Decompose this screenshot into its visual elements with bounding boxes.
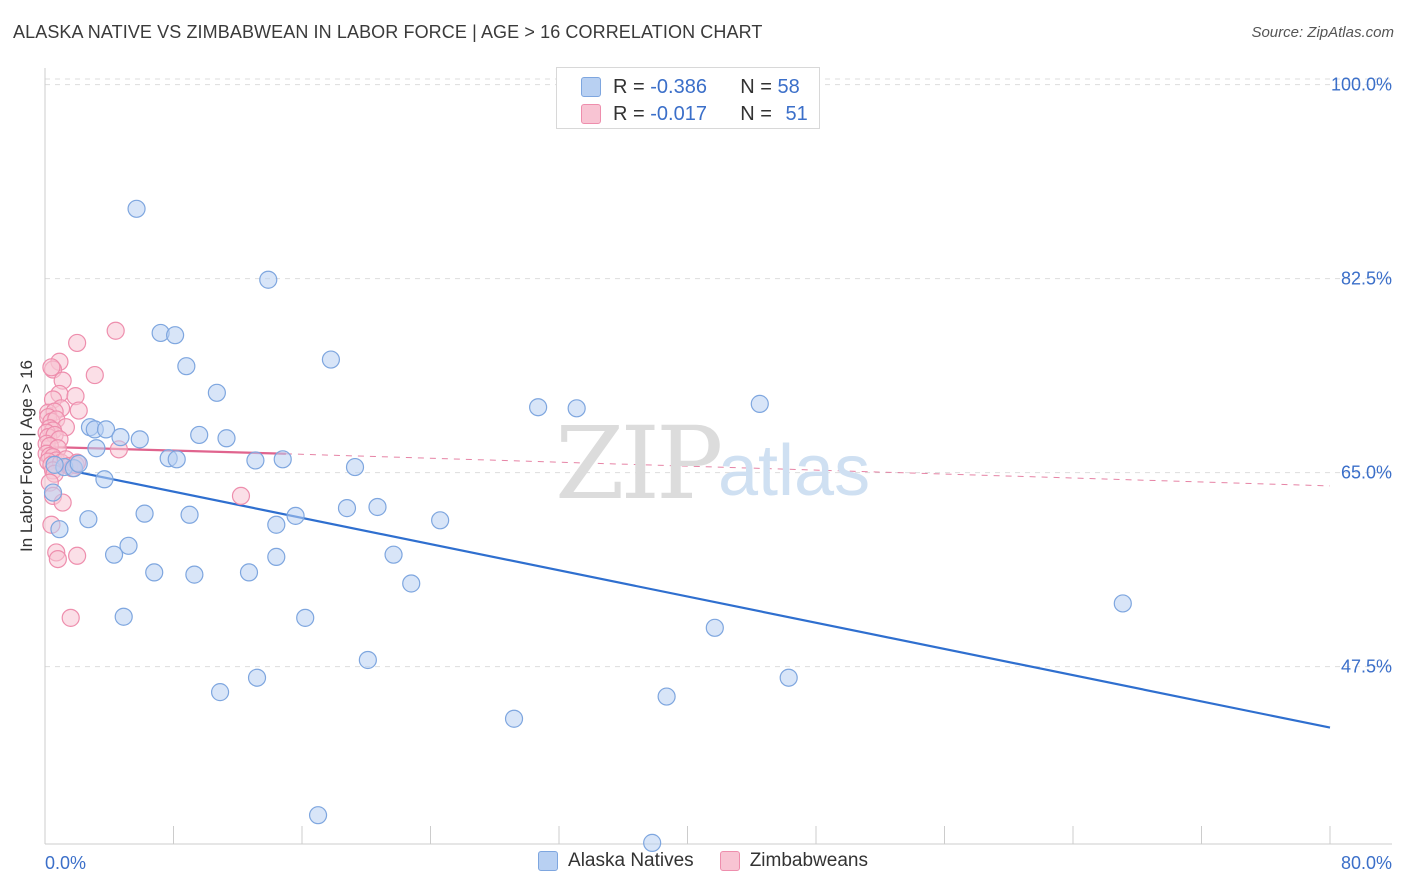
zimbabwean-point <box>69 401 88 420</box>
alaska-native-point <box>210 683 230 702</box>
series-legend: Alaska Natives Zimbabweans <box>0 850 1406 872</box>
zimbabwean-point <box>68 333 87 353</box>
alaska-native-point <box>45 455 64 474</box>
alaska-native-point <box>145 563 164 582</box>
zimbabwean-point <box>48 549 67 569</box>
alaska-native-point <box>259 270 278 289</box>
alaska-native-point <box>135 504 154 523</box>
alaska-native-trend-line <box>52 466 1331 729</box>
zimbabwean-point <box>42 358 61 377</box>
legend-swatch-pink <box>581 104 601 124</box>
legend-label: Alaska Natives <box>568 850 694 871</box>
legend-row-zimbabwe: R = -0.017 N = 51 <box>581 101 808 127</box>
alaska-native-point <box>779 668 798 687</box>
legend-row-alaska: R = -0.386 N = 58 <box>581 74 800 100</box>
x-tick-label: 0.0% <box>45 853 86 873</box>
alaska-native-point <box>296 608 315 627</box>
legend-swatch-pink <box>719 851 740 871</box>
data-points <box>37 199 1132 852</box>
alaska-native-point <box>43 483 63 502</box>
y-tick-label: 100.0% <box>1331 75 1392 95</box>
r-label: R = <box>613 102 651 125</box>
alaska-native-point <box>185 565 204 584</box>
alaska-native-point <box>239 563 259 582</box>
alaska-native-point <box>345 457 365 477</box>
watermark-atlas: atlas <box>718 431 871 511</box>
alaska-native-point <box>358 650 377 670</box>
alaska-native-point <box>402 574 421 593</box>
chart-title: ALASKA NATIVE VS ZIMBABWEAN IN LABOR FOR… <box>13 22 763 42</box>
alaska-native-point <box>321 350 341 369</box>
alaska-native-point <box>504 709 524 728</box>
alaska-native-point <box>267 515 286 534</box>
r-value: -0.017 <box>650 102 707 125</box>
n-value: 51 <box>785 102 808 125</box>
alaska-native-point <box>104 545 124 564</box>
legend-swatch-blue <box>581 77 601 97</box>
alaska-native-point <box>114 607 133 626</box>
y-tick-label: 47.5% <box>1341 657 1392 677</box>
alaska-native-point <box>207 383 226 402</box>
y-tick-label: 82.5% <box>1341 269 1392 289</box>
alaska-native-point <box>79 510 98 529</box>
alaska-native-point <box>337 499 357 518</box>
n-value: 58 <box>777 75 800 98</box>
alaska-native-point <box>119 536 138 555</box>
legend-item-alaska-natives[interactable]: Alaska Natives <box>538 850 694 872</box>
alaska-native-point <box>247 668 267 687</box>
alaska-native-point <box>127 199 146 218</box>
alaska-native-point <box>190 425 209 445</box>
r-label: R = <box>613 75 651 98</box>
alaska-native-point <box>384 545 403 564</box>
legend-label: Zimbabweans <box>749 850 868 871</box>
alaska-native-point <box>286 506 305 525</box>
alaska-native-point <box>180 505 199 524</box>
y-axis-label: In Labor Force | Age > 16 <box>17 359 36 553</box>
alaska-native-point <box>166 326 185 345</box>
zimbabwean-point <box>106 321 125 340</box>
alaska-native-point <box>167 450 186 469</box>
alaska-native-point <box>368 497 387 517</box>
tick-labels: 100.0% 82.5% 65.0% 47.5% 0.0% 80.0% <box>45 75 1392 873</box>
alaska-native-point <box>246 451 265 470</box>
legend-swatch-blue <box>538 851 559 871</box>
alaska-native-point <box>267 547 286 566</box>
x-tick-label: 80.0% <box>1341 853 1392 873</box>
zimbabwean-point <box>231 486 251 506</box>
alaska-native-point <box>130 430 149 449</box>
alaska-native-point <box>567 399 586 418</box>
alaska-native-point <box>69 454 88 473</box>
y-tick-label: 65.0% <box>1341 463 1392 483</box>
alaska-native-point <box>217 429 236 448</box>
alaska-native-point <box>273 450 292 469</box>
alaska-native-point <box>95 470 114 489</box>
r-value: -0.386 <box>650 75 707 98</box>
watermark-zip: ZIP <box>555 405 723 522</box>
zimbabwean-point <box>85 365 104 385</box>
alaska-native-point <box>87 439 106 458</box>
n-label: N = <box>740 102 778 125</box>
zimbabwean-point <box>68 546 87 565</box>
alaska-native-point <box>750 394 769 413</box>
n-label: N = <box>740 75 778 98</box>
alaska-native-point <box>657 687 676 706</box>
alaska-native-point <box>643 833 662 852</box>
alaska-native-point <box>705 618 724 637</box>
alaska-native-point <box>111 428 130 447</box>
legend-item-zimbabweans[interactable]: Zimbabweans <box>719 850 868 872</box>
zimbabwean-point <box>61 608 80 627</box>
alaska-native-point <box>96 420 116 439</box>
alaska-native-point <box>177 357 196 376</box>
alaska-native-point <box>50 520 69 539</box>
alaska-native-point <box>308 806 328 825</box>
correlation-legend: R = -0.386 N = 58 R = -0.017 N = 51 <box>556 67 820 129</box>
alaska-native-point <box>431 511 450 530</box>
source-label: Source: ZipAtlas.com <box>1251 24 1394 41</box>
alaska-native-point <box>1113 594 1132 613</box>
alaska-native-point <box>529 398 548 417</box>
